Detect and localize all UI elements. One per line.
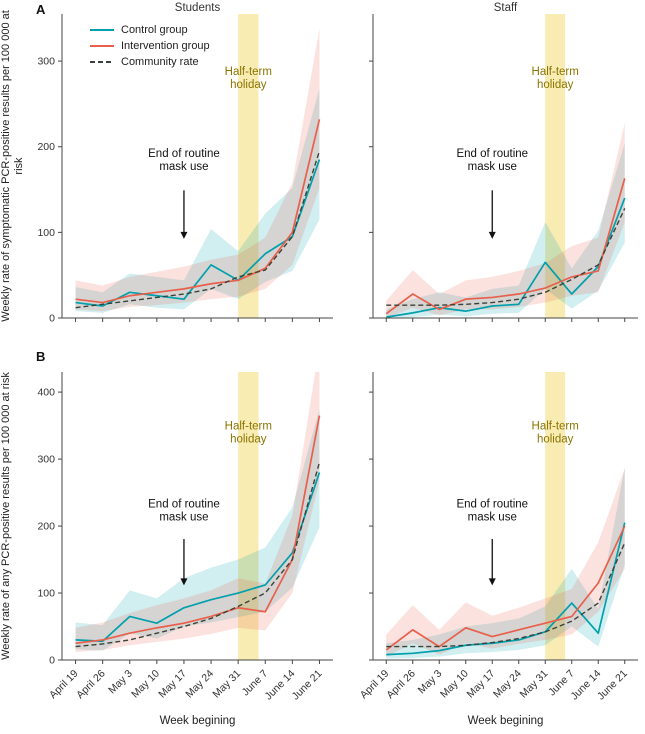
- legend-item-community: Community rate: [90, 54, 210, 70]
- column-title-staff: Staff: [493, 2, 518, 14]
- panel-letter-b: B: [36, 349, 46, 364]
- svg-text:End of routine: End of routine: [148, 498, 220, 510]
- svg-text:May 17: May 17: [465, 668, 498, 701]
- svg-text:April 26: April 26: [384, 668, 418, 702]
- legend-label-intervention: Intervention group: [121, 40, 210, 52]
- legend-label-community: Community rate: [121, 56, 199, 68]
- svg-text:May 31: May 31: [210, 668, 243, 701]
- svg-text:400: 400: [37, 387, 55, 399]
- svg-text:Half-term: Half-term: [225, 421, 272, 433]
- svg-text:mask use: mask use: [468, 161, 517, 173]
- svg-text:May 10: May 10: [438, 668, 471, 701]
- y-axis-label-panel-a: Weekly rate of symptomatic PCR-positive …: [0, 10, 25, 322]
- y-axis-label-panel-b: Weekly rate of any PCR-positive results …: [0, 372, 12, 660]
- legend-line-sample-control: [90, 29, 114, 32]
- svg-text:holiday: holiday: [230, 79, 267, 91]
- svg-text:mask use: mask use: [159, 161, 208, 173]
- svg-text:300: 300: [37, 56, 55, 68]
- panel-letter-a: A: [36, 2, 46, 17]
- svg-text:April 26: April 26: [74, 668, 108, 702]
- svg-text:200: 200: [37, 141, 55, 153]
- svg-text:holiday: holiday: [537, 434, 574, 446]
- legend-item-intervention: Intervention group: [90, 38, 210, 54]
- svg-text:End of routine: End of routine: [148, 148, 220, 160]
- svg-text:May 10: May 10: [129, 668, 162, 701]
- svg-text:May 24: May 24: [491, 668, 524, 701]
- legend-line-sample-community: [90, 61, 114, 64]
- column-title-students: Students: [174, 2, 221, 14]
- x-axis-label-left: Week begining: [159, 715, 236, 727]
- x-axis-label-right: Week begining: [467, 715, 544, 727]
- svg-text:mask use: mask use: [468, 511, 517, 523]
- svg-text:May 24: May 24: [183, 668, 216, 701]
- svg-text:Half-term: Half-term: [532, 421, 579, 433]
- svg-text:mask use: mask use: [159, 511, 208, 523]
- svg-text:June 21: June 21: [595, 668, 630, 703]
- svg-text:May 17: May 17: [156, 668, 189, 701]
- svg-text:holiday: holiday: [230, 434, 267, 446]
- svg-text:June 21: June 21: [290, 668, 325, 703]
- legend-item-control: Control group: [90, 22, 210, 38]
- svg-text:100: 100: [37, 588, 55, 600]
- svg-text:0: 0: [49, 313, 55, 325]
- legend-line-sample-intervention: [90, 45, 114, 48]
- legend: Control group Intervention group Communi…: [90, 22, 210, 70]
- svg-text:300: 300: [37, 454, 55, 466]
- svg-text:holiday: holiday: [537, 79, 574, 91]
- svg-text:200: 200: [37, 521, 55, 533]
- svg-text:End of routine: End of routine: [456, 148, 528, 160]
- svg-text:Half-term: Half-term: [532, 66, 579, 78]
- svg-text:Half-term: Half-term: [225, 66, 272, 78]
- legend-label-control: Control group: [121, 24, 188, 36]
- svg-text:May 31: May 31: [518, 668, 551, 701]
- svg-text:End of routine: End of routine: [456, 498, 528, 510]
- svg-text:0: 0: [49, 655, 55, 667]
- svg-text:100: 100: [37, 227, 55, 239]
- svg-text:April 19: April 19: [47, 668, 81, 702]
